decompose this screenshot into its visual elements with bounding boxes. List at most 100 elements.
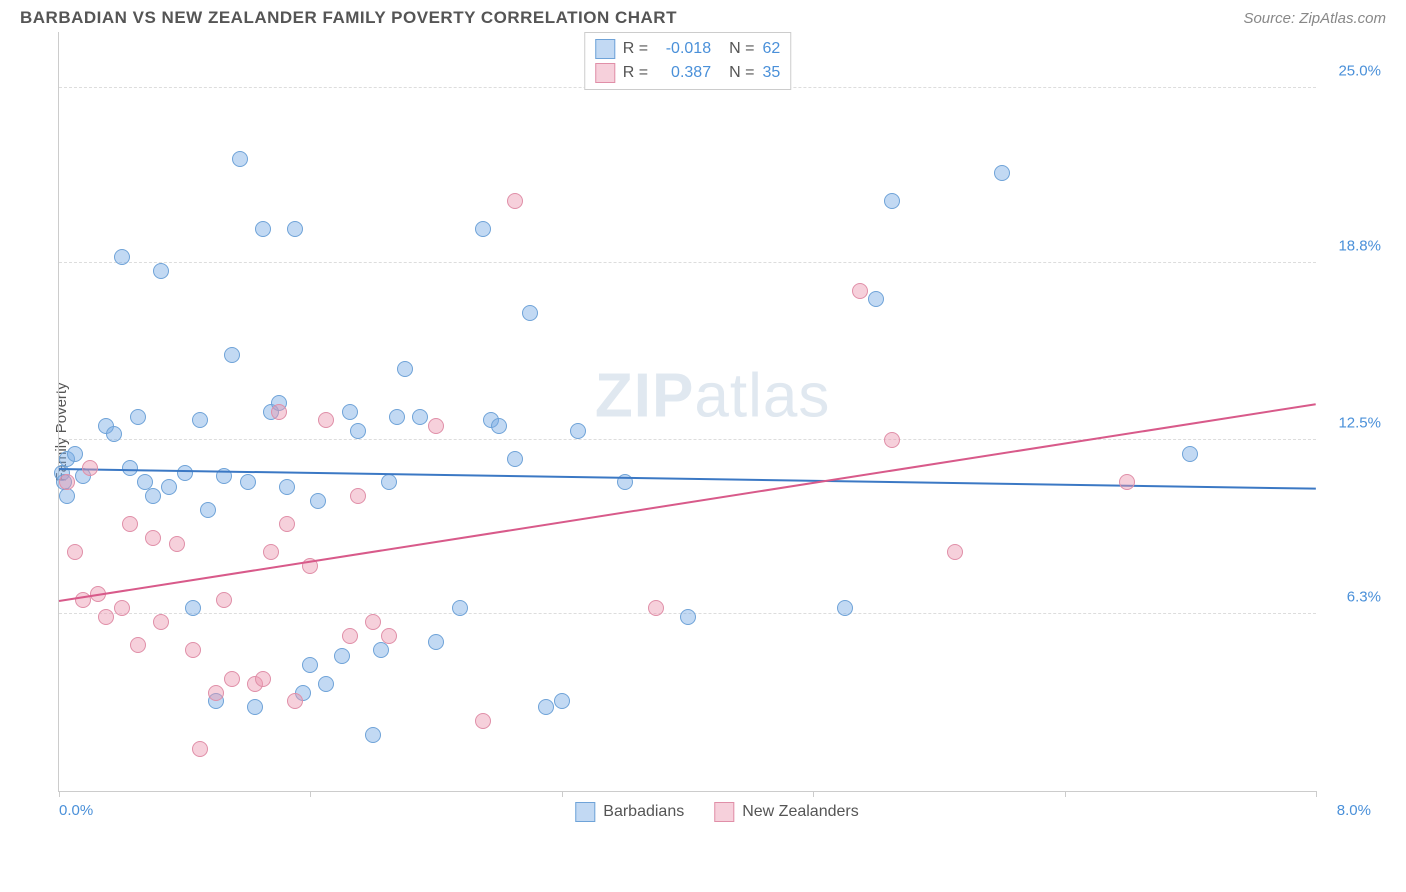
source-label: Source: ZipAtlas.com: [1243, 10, 1386, 27]
data-point: [185, 600, 201, 616]
data-point: [279, 479, 295, 495]
data-point: [1119, 474, 1135, 490]
data-point: [271, 404, 287, 420]
data-point: [318, 676, 334, 692]
legend-r-label: R =: [623, 40, 648, 58]
data-point: [255, 221, 271, 237]
data-point: [287, 221, 303, 237]
legend-r-value: 0.387: [656, 64, 711, 82]
watermark: ZIPatlas: [595, 361, 830, 432]
data-point: [318, 412, 334, 428]
data-point: [145, 530, 161, 546]
trend-line: [59, 403, 1316, 602]
legend-series-name: Barbadians: [603, 803, 684, 821]
data-point: [67, 544, 83, 560]
data-point: [59, 474, 75, 490]
data-point: [381, 474, 397, 490]
data-point: [428, 418, 444, 434]
data-point: [350, 488, 366, 504]
data-point: [680, 609, 696, 625]
data-point: [200, 502, 216, 518]
data-point: [302, 657, 318, 673]
data-point: [263, 544, 279, 560]
data-point: [852, 283, 868, 299]
data-point: [161, 479, 177, 495]
legend-stat-row: R = 0.387N =35: [595, 61, 780, 85]
gridline: [59, 262, 1316, 263]
data-point: [59, 488, 75, 504]
data-point: [75, 592, 91, 608]
legend-swatch: [595, 63, 615, 83]
data-point: [279, 516, 295, 532]
legend-swatch: [575, 802, 595, 822]
data-point: [224, 671, 240, 687]
legend-stat-row: R =-0.018N =62: [595, 37, 780, 61]
x-tick: [562, 791, 563, 797]
chart-title: BARBADIAN VS NEW ZEALANDER FAMILY POVERT…: [20, 8, 677, 28]
data-point: [947, 544, 963, 560]
x-max-label: 8.0%: [1337, 802, 1371, 819]
data-point: [177, 465, 193, 481]
data-point: [389, 409, 405, 425]
x-tick: [310, 791, 311, 797]
x-tick: [1316, 791, 1317, 797]
data-point: [130, 409, 146, 425]
legend-stats: R =-0.018N =62R = 0.387N =35: [584, 32, 791, 90]
data-point: [153, 614, 169, 630]
data-point: [247, 699, 263, 715]
data-point: [122, 460, 138, 476]
watermark-atlas: atlas: [694, 362, 830, 431]
legend-series-item: Barbadians: [575, 802, 684, 822]
data-point: [208, 685, 224, 701]
x-tick: [59, 791, 60, 797]
y-tick-label: 12.5%: [1338, 414, 1381, 431]
data-point: [452, 600, 468, 616]
data-point: [287, 693, 303, 709]
legend-r-value: -0.018: [656, 40, 711, 58]
legend-series-item: New Zealanders: [714, 802, 859, 822]
legend-n-value: 62: [762, 40, 780, 58]
data-point: [192, 741, 208, 757]
data-point: [554, 693, 570, 709]
data-point: [334, 648, 350, 664]
data-point: [192, 412, 208, 428]
data-point: [224, 347, 240, 363]
data-point: [507, 451, 523, 467]
data-point: [106, 426, 122, 442]
data-point: [185, 642, 201, 658]
y-tick-label: 25.0%: [1338, 63, 1381, 80]
data-point: [67, 446, 83, 462]
data-point: [342, 628, 358, 644]
data-point: [397, 361, 413, 377]
data-point: [98, 609, 114, 625]
data-point: [428, 634, 444, 650]
data-point: [884, 193, 900, 209]
data-point: [1182, 446, 1198, 462]
data-point: [240, 474, 256, 490]
data-point: [507, 193, 523, 209]
data-point: [169, 536, 185, 552]
legend-n-value: 35: [762, 64, 780, 82]
data-point: [570, 423, 586, 439]
legend-r-label: R =: [623, 64, 648, 82]
data-point: [365, 614, 381, 630]
x-tick: [813, 791, 814, 797]
legend-series: Barbadians New Zealanders: [575, 802, 858, 822]
data-point: [381, 628, 397, 644]
data-point: [310, 493, 326, 509]
legend-swatch: [595, 39, 615, 59]
data-point: [365, 727, 381, 743]
legend-swatch: [714, 802, 734, 822]
legend-series-name: New Zealanders: [742, 803, 859, 821]
watermark-zip: ZIP: [595, 362, 694, 431]
data-point: [82, 460, 98, 476]
data-point: [522, 305, 538, 321]
data-point: [216, 592, 232, 608]
x-min-label: 0.0%: [59, 802, 93, 819]
data-point: [837, 600, 853, 616]
data-point: [868, 291, 884, 307]
data-point: [884, 432, 900, 448]
data-point: [373, 642, 389, 658]
data-point: [145, 488, 161, 504]
data-point: [153, 263, 169, 279]
